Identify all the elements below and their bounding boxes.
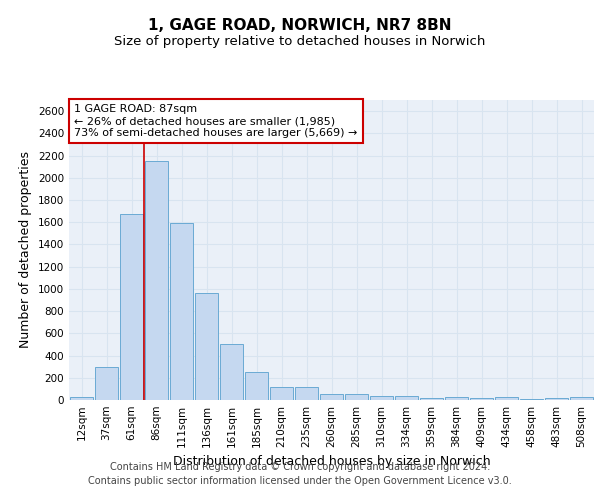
Bar <box>495 396 518 400</box>
Bar <box>445 396 468 400</box>
Bar <box>70 397 93 400</box>
Bar <box>195 294 218 400</box>
Text: Contains HM Land Registry data © Crown copyright and database right 2024.: Contains HM Land Registry data © Crown c… <box>110 462 490 472</box>
Text: 1 GAGE ROAD: 87sqm
← 26% of detached houses are smaller (1,985)
73% of semi-deta: 1 GAGE ROAD: 87sqm ← 26% of detached hou… <box>74 104 358 138</box>
Bar <box>170 224 193 400</box>
Bar <box>520 399 543 400</box>
Text: 1, GAGE ROAD, NORWICH, NR7 8BN: 1, GAGE ROAD, NORWICH, NR7 8BN <box>148 18 452 32</box>
Bar <box>545 398 568 400</box>
Text: Contains public sector information licensed under the Open Government Licence v3: Contains public sector information licen… <box>88 476 512 486</box>
Y-axis label: Number of detached properties: Number of detached properties <box>19 152 32 348</box>
X-axis label: Distribution of detached houses by size in Norwich: Distribution of detached houses by size … <box>173 456 490 468</box>
Bar <box>420 398 443 400</box>
Bar <box>220 344 243 400</box>
Bar <box>120 214 143 400</box>
Bar <box>270 386 293 400</box>
Bar <box>570 397 593 400</box>
Bar <box>295 387 318 400</box>
Bar <box>245 372 268 400</box>
Bar <box>370 396 393 400</box>
Bar <box>145 161 168 400</box>
Bar <box>95 366 118 400</box>
Bar <box>320 394 343 400</box>
Bar <box>470 398 493 400</box>
Text: Size of property relative to detached houses in Norwich: Size of property relative to detached ho… <box>115 35 485 48</box>
Bar <box>345 394 368 400</box>
Bar <box>395 396 418 400</box>
